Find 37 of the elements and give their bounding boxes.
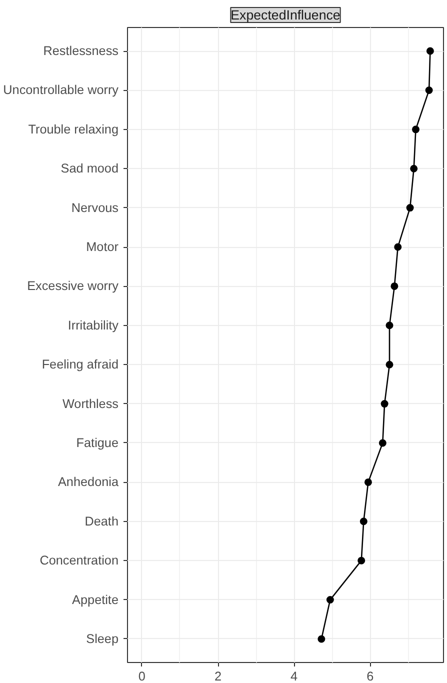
- y-tick-label: Nervous: [71, 200, 119, 215]
- y-tick-label: Death: [84, 514, 119, 528]
- x-tick-label: 4: [290, 670, 298, 683]
- y-tick-label: Worthless: [62, 396, 119, 411]
- point: [360, 518, 368, 526]
- point: [406, 204, 414, 212]
- y-tick-label: Anhedonia: [58, 475, 120, 490]
- point: [378, 439, 386, 447]
- y-tick-label: Restlessness: [43, 44, 118, 58]
- y-tick-label: Irritability: [68, 318, 120, 332]
- point: [318, 635, 326, 643]
- chart-title: ExpectedInfluence: [230, 8, 340, 22]
- point: [386, 360, 394, 368]
- y-tick-label: Motor: [86, 240, 119, 254]
- x-tick-label: 0: [138, 670, 146, 683]
- point: [426, 47, 434, 55]
- point: [358, 556, 366, 564]
- y-tick-label: Concentration: [40, 554, 119, 568]
- y-tick-label: Fatigue: [76, 436, 119, 450]
- y-tick-label: Sad mood: [60, 162, 119, 176]
- y-tick-label: Trouble relaxing: [28, 122, 118, 136]
- point: [364, 478, 372, 486]
- y-tick-label: Feeling afraid: [42, 358, 118, 372]
- point: [394, 243, 402, 251]
- y-tick-label: Uncontrollable worry: [3, 83, 120, 98]
- point: [386, 322, 394, 330]
- y-tick-label: Appetite: [72, 592, 119, 607]
- y-tick-label: Excessive worry: [27, 279, 120, 294]
- point: [326, 596, 334, 604]
- point: [380, 400, 388, 408]
- point: [390, 282, 398, 290]
- point: [412, 126, 420, 134]
- x-tick-label: 2: [214, 670, 222, 683]
- point: [410, 164, 418, 172]
- point: [425, 86, 433, 94]
- y-tick-label: Sleep: [86, 632, 119, 646]
- x-tick-label: 6: [366, 670, 374, 683]
